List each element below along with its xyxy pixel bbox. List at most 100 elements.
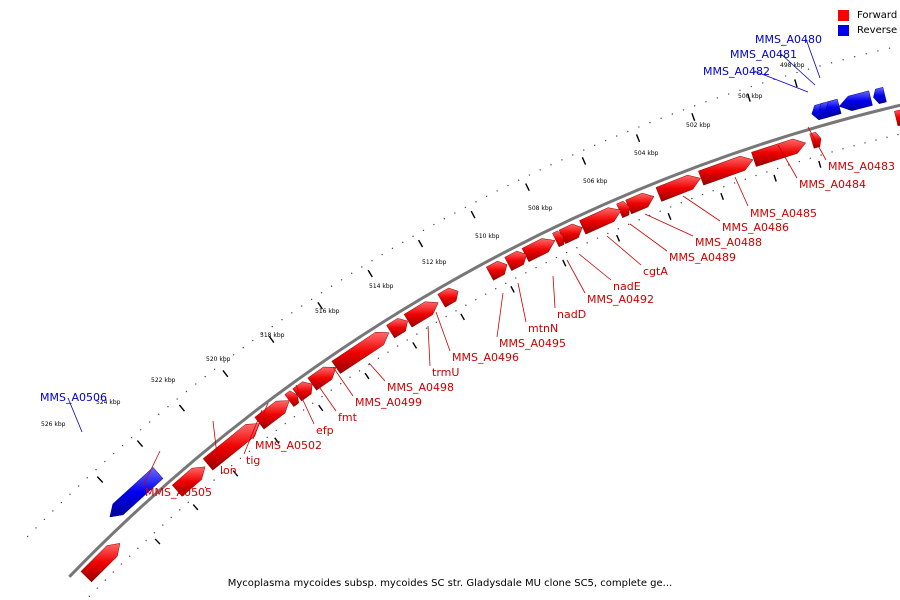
gene-label-leader xyxy=(682,195,721,222)
gene-features xyxy=(80,87,900,583)
tick-mark xyxy=(616,234,621,242)
gene-label-leader xyxy=(777,144,798,179)
ruler-dot xyxy=(330,285,333,287)
tick-mark xyxy=(412,342,418,349)
ruler-dot xyxy=(727,93,730,95)
legend-reverse: Reverse xyxy=(838,23,897,38)
tick-mark xyxy=(691,113,696,122)
ruler-dot xyxy=(716,97,719,99)
ruler-dot xyxy=(583,149,585,151)
tick-label: 514 kbp xyxy=(369,283,394,290)
tick-mark xyxy=(318,404,324,412)
ruler-dot xyxy=(443,218,446,220)
ruler-dot xyxy=(391,247,394,250)
ruler-dot xyxy=(130,436,133,439)
ruler-dot xyxy=(204,375,206,378)
gene-label-leader xyxy=(734,176,749,207)
ruler-dot xyxy=(604,139,607,142)
gene-label: MMS_A0505 xyxy=(145,486,212,499)
ruler-dot xyxy=(733,182,736,184)
tick-mark xyxy=(460,313,465,321)
tick-label: 500 kbp xyxy=(738,93,763,100)
ruler-dot xyxy=(617,228,619,230)
ruler-dot xyxy=(796,71,798,74)
ruler-dot xyxy=(820,154,822,156)
tick-mark xyxy=(635,134,641,143)
tick-mark xyxy=(192,504,199,511)
gene-label: trmU xyxy=(432,366,459,379)
gene-label: cgtA xyxy=(643,265,668,278)
forward-gene xyxy=(558,223,583,245)
gene-label-leader xyxy=(496,292,504,338)
tick-label: 524 kbp xyxy=(96,399,121,406)
tick-mark xyxy=(667,213,672,221)
forward-gene xyxy=(254,400,290,430)
gene-label-leader xyxy=(368,362,386,382)
ruler-dot xyxy=(232,354,235,356)
reverse-gene xyxy=(109,466,164,518)
ruler-dot xyxy=(104,579,107,581)
tick-mark xyxy=(274,437,280,444)
ruler-dot xyxy=(864,142,866,144)
ruler-dot xyxy=(638,219,640,221)
ruler-dot xyxy=(422,229,425,232)
ruler-dot xyxy=(425,327,428,329)
gene-label: MMS_A0488 xyxy=(695,236,762,249)
ruler-dot xyxy=(293,416,296,418)
tick-label: 520 kbp xyxy=(206,356,231,363)
gene-label-leader xyxy=(67,397,83,433)
ruler-dot xyxy=(830,62,833,64)
ruler-dot xyxy=(121,444,124,447)
ruler-dot xyxy=(691,197,693,200)
tick-mark xyxy=(268,335,275,344)
ruler-dot xyxy=(435,321,438,324)
ruler-dot xyxy=(88,595,91,598)
gene-label: nadE xyxy=(613,280,641,293)
ruler-dot xyxy=(381,253,383,256)
tick-label: 522 kbp xyxy=(151,377,176,384)
ruler-dot xyxy=(153,532,156,534)
ruler-dot xyxy=(897,133,899,136)
ruler-dot xyxy=(242,346,244,349)
tick-mark xyxy=(720,192,724,200)
ruler-dot xyxy=(555,256,558,259)
gene-label-leader xyxy=(243,409,263,455)
ruler-dot xyxy=(185,390,188,393)
tick-mark xyxy=(364,372,370,380)
ruler-dot xyxy=(723,186,725,188)
ruler-dot xyxy=(213,479,215,481)
ruler-dot xyxy=(312,402,314,405)
ruler-dot xyxy=(239,457,242,460)
ruler-dot xyxy=(593,144,596,147)
ruler-dot xyxy=(112,452,115,455)
gene-label: MMS_A0495 xyxy=(499,337,566,350)
ruler-dot xyxy=(454,212,456,214)
gene-label: MMS_A0496 xyxy=(452,351,519,364)
ruler-dot xyxy=(368,363,370,366)
ruler-dot xyxy=(104,460,106,463)
ruler-dot xyxy=(865,53,867,55)
ruler-dot xyxy=(271,325,273,328)
ruler-dot xyxy=(495,288,497,290)
ruler-dot xyxy=(248,450,251,453)
ruler-dot xyxy=(475,298,477,301)
gene-labels: MMS_A0480 MMS_A0481 MMS_A0482 MMS_A0483 MMS_… xyxy=(40,33,895,499)
ruler-dot xyxy=(507,184,509,187)
tick-mark xyxy=(470,210,476,219)
ruler-dot xyxy=(167,405,169,408)
gene-label: nadD xyxy=(557,308,586,321)
map-caption: Mycoplasma mycoides subsp. mycoides SC s… xyxy=(227,578,673,589)
ruler-dot xyxy=(112,571,115,573)
ruler-dot xyxy=(69,493,71,495)
forward-gene xyxy=(386,318,408,339)
tick-mark xyxy=(317,302,323,310)
ruler-dot xyxy=(330,389,333,391)
legend-forward-label: Forward xyxy=(857,10,898,21)
gene-label-leader xyxy=(435,311,451,352)
tick-mark xyxy=(794,79,798,88)
ruler-dot xyxy=(321,395,323,398)
ruler-dot xyxy=(281,318,283,321)
ruler-dot xyxy=(139,429,142,431)
ruler-dot xyxy=(187,501,189,504)
ruler-dot xyxy=(701,193,704,196)
